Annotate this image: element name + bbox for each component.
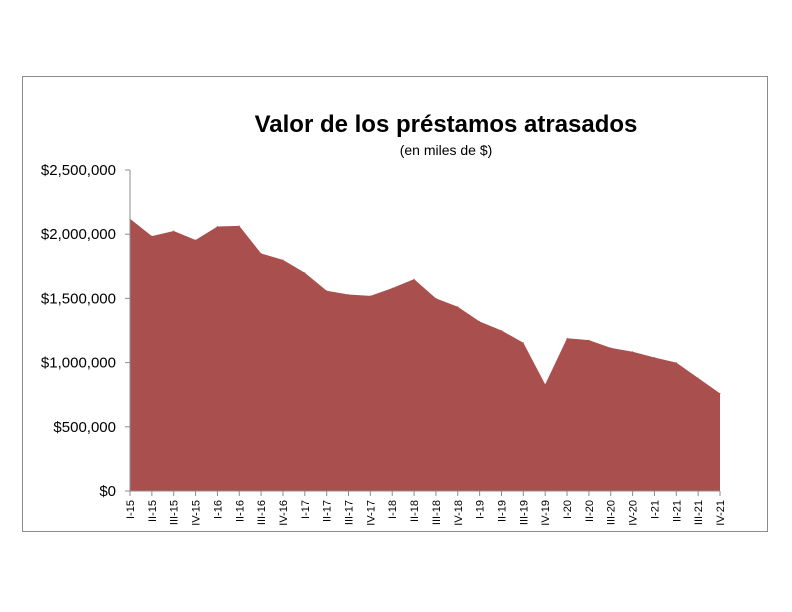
chart-frame: Valor de los préstamos atrasados (en mil… [22,76,768,532]
data-point [697,377,699,379]
data-point [632,351,634,353]
x-tick-label: III-18 [431,500,443,525]
x-tick-label: IV-21 [715,500,727,526]
x-tick-label: III-19 [518,500,530,525]
data-point [195,239,197,241]
x-tick-label: I-20 [562,500,574,519]
y-tick-label: $0 [99,483,116,500]
x-tick-label: III-21 [693,500,705,525]
data-point [588,339,590,341]
x-tick-label: II-18 [409,500,421,522]
data-point [653,356,655,358]
series-area [130,218,720,492]
chart-subtitle: (en miles de $) [400,142,493,158]
x-tick-label: IV-17 [365,500,377,526]
x-tick-label: I-17 [300,500,312,519]
x-tick-label: I-19 [475,500,487,519]
data-point [522,342,524,344]
x-tick-label: IV-20 [628,500,640,526]
data-point [326,290,328,292]
x-tick-label: III-20 [606,500,618,525]
x-tick-label: III-17 [344,500,356,525]
data-point [610,347,612,349]
y-tick-label: $500,000 [53,419,116,436]
x-tick-label: II-21 [671,500,683,522]
x-tick-label: IV-18 [453,500,465,526]
data-point [544,383,546,385]
data-point [216,226,218,227]
chart: Valor de los préstamos atrasados (en mil… [41,111,727,526]
data-point [348,294,350,296]
data-point [151,235,153,237]
y-tick-label: $2,500,000 [41,162,116,179]
data-point [500,330,502,331]
x-tick-label: I-18 [387,500,399,519]
x-tick-label: III-16 [256,500,268,525]
data-point [260,252,262,254]
x-tick-label: I-15 [125,500,137,519]
data-point [719,392,721,394]
data-point [238,225,240,227]
x-tick-label: IV-19 [540,500,552,526]
x-tick-label: II-17 [322,500,334,522]
data-point [675,362,677,364]
data-point [304,272,306,274]
y-tick-label: $1,500,000 [41,290,116,307]
x-tick-label: IV-15 [191,500,203,526]
data-point [282,259,284,261]
y-tick-label: $2,000,000 [41,226,116,243]
data-point [457,306,459,308]
x-tick-label: III-15 [169,500,181,525]
x-tick-label: II-16 [234,500,246,522]
data-point [479,321,481,323]
data-point [173,230,175,232]
x-tick-label: II-20 [584,500,596,522]
data-point [391,287,393,289]
y-tick-label: $1,000,000 [41,355,116,372]
x-tick-label: II-19 [496,500,508,522]
data-point [413,278,415,280]
data-point [435,297,437,299]
data-point [566,337,568,339]
data-point [369,295,371,297]
x-tick-label: I-16 [212,500,224,519]
x-tick-label: I-21 [649,500,661,519]
chart-title: Valor de los préstamos atrasados [255,111,638,138]
x-tick-label: II-15 [147,500,159,522]
x-tick-label: IV-16 [278,500,290,526]
